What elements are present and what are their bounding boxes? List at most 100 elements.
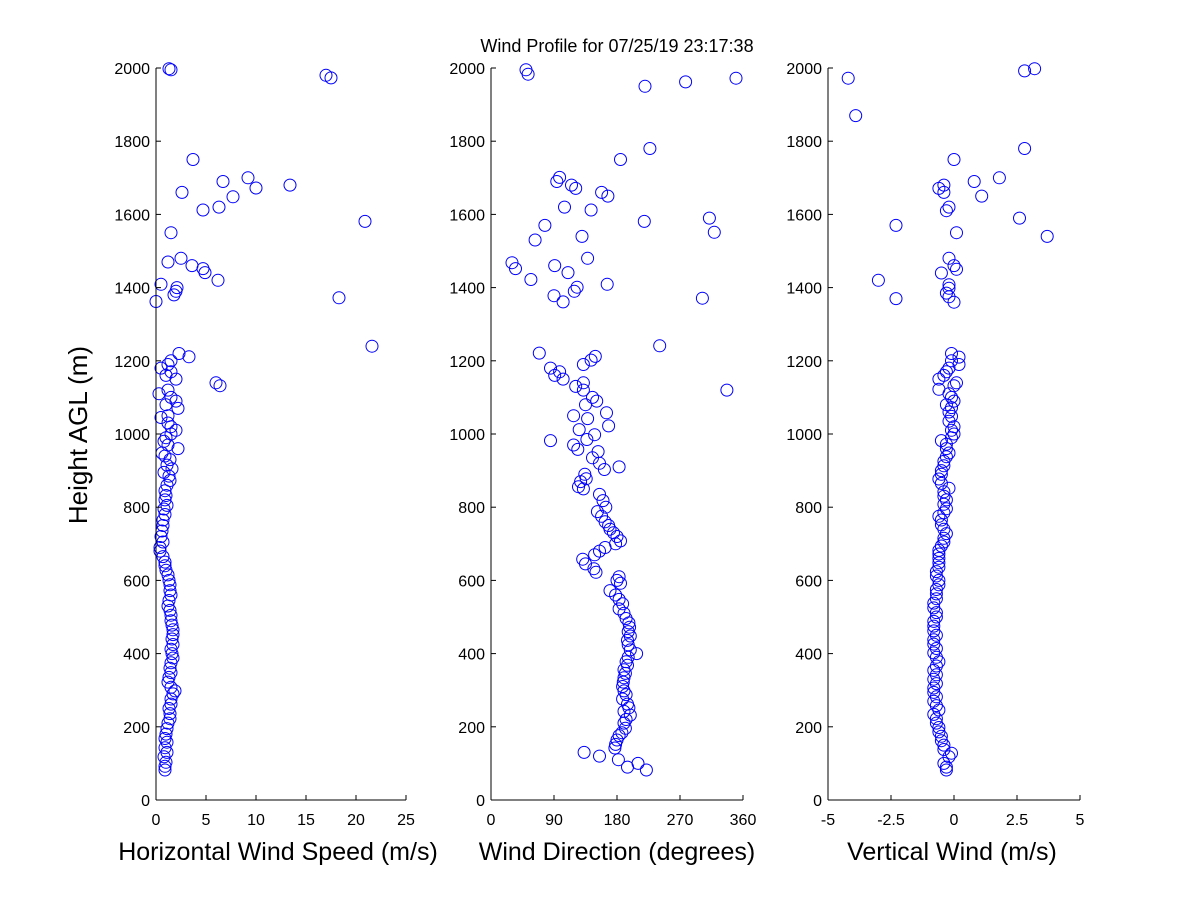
vertical-point-115 bbox=[927, 707, 941, 721]
direction-point-90 bbox=[614, 576, 627, 590]
vertical-xtick-label-1: -2.5 bbox=[877, 812, 905, 829]
direction-point-12 bbox=[601, 189, 615, 203]
speed-point-76 bbox=[156, 550, 170, 564]
speed-point-14 bbox=[164, 226, 178, 240]
vertical-point-98 bbox=[927, 633, 941, 647]
direction-ytick-label-200: 200 bbox=[458, 720, 485, 737]
vertical-point-9 bbox=[932, 181, 946, 195]
vertical-point-27 bbox=[889, 292, 903, 306]
speed-point-68 bbox=[158, 508, 172, 521]
vertical-point-1 bbox=[1018, 64, 1032, 78]
direction-point-97 bbox=[619, 612, 633, 625]
direction-point-23 bbox=[548, 259, 562, 273]
speed-point-115 bbox=[160, 735, 174, 749]
speed-point-41 bbox=[169, 394, 183, 408]
direction-point-26 bbox=[524, 273, 538, 286]
direction-point-36 bbox=[584, 353, 598, 367]
direction-point-86 bbox=[587, 562, 601, 576]
vertical-point-128 bbox=[939, 763, 953, 777]
vertical-point-51 bbox=[945, 431, 958, 445]
vertical-point-13 bbox=[939, 204, 953, 218]
speed-point-40 bbox=[164, 390, 178, 404]
speed-xtick-label-5: 25 bbox=[397, 812, 415, 829]
speed-point-0 bbox=[162, 62, 176, 76]
vertical-point-126 bbox=[937, 756, 951, 770]
direction-point-122 bbox=[617, 716, 631, 730]
vertical-point-87 bbox=[929, 583, 943, 596]
vertical-point-49 bbox=[945, 423, 958, 437]
direction-point-44 bbox=[576, 383, 590, 397]
direction-point-54 bbox=[588, 428, 602, 442]
speed-point-113 bbox=[159, 727, 173, 741]
vertical-point-35 bbox=[937, 368, 951, 382]
direction-point-134 bbox=[639, 763, 653, 777]
direction-xtick-label-1: 90 bbox=[545, 812, 563, 829]
panel-vertical-wind: 0 200 400 600 800 1000 1200 1400 1600 1800 2000 -5 -… bbox=[786, 61, 1084, 866]
direction-ytick-label-1000: 1000 bbox=[449, 427, 485, 444]
vertical-ytick-label-1200: 1200 bbox=[786, 354, 822, 371]
vertical-point-70 bbox=[932, 509, 946, 523]
speed-point-77 bbox=[158, 555, 172, 569]
vertical-point-79 bbox=[932, 547, 946, 561]
speed-point-106 bbox=[164, 692, 178, 706]
speed-xtick-label-4: 20 bbox=[347, 812, 365, 829]
direction-point-10 bbox=[569, 181, 583, 195]
vertical-point-18 bbox=[942, 251, 956, 265]
speed-ytick-label-200: 200 bbox=[123, 720, 150, 737]
direction-point-124 bbox=[615, 726, 629, 740]
speed-point-92 bbox=[166, 628, 180, 642]
speed-ytick-label-800: 800 bbox=[123, 500, 150, 517]
vertical-point-59 bbox=[934, 464, 948, 478]
direction-point-52 bbox=[602, 419, 616, 433]
speed-ytick-label-1400: 1400 bbox=[114, 281, 150, 298]
speed-point-65 bbox=[158, 493, 172, 507]
vertical-point-123 bbox=[937, 743, 951, 756]
vertical-markers bbox=[841, 62, 1054, 777]
direction-point-82 bbox=[593, 544, 606, 558]
vertical-point-15 bbox=[889, 218, 903, 232]
vertical-point-26 bbox=[942, 290, 956, 304]
vertical-ytick-label-1400: 1400 bbox=[786, 281, 822, 298]
vertical-point-3 bbox=[849, 109, 863, 123]
speed-ytick-label-600: 600 bbox=[123, 573, 150, 590]
speed-point-70 bbox=[156, 519, 170, 532]
speed-point-1 bbox=[164, 63, 178, 77]
chart-title: Wind Profile for 07/25/19 23:17:38 bbox=[480, 36, 753, 56]
direction-point-46 bbox=[586, 390, 599, 404]
speed-point-88 bbox=[164, 608, 178, 622]
direction-point-33 bbox=[653, 339, 667, 353]
vertical-ytick-label-1600: 1600 bbox=[786, 207, 822, 224]
speed-point-90 bbox=[165, 618, 179, 632]
speed-point-83 bbox=[163, 584, 177, 598]
speed-point-5 bbox=[241, 171, 255, 185]
direction-point-18 bbox=[707, 225, 721, 239]
direction-point-11 bbox=[595, 185, 609, 199]
direction-point-7 bbox=[553, 170, 567, 184]
direction-point-45 bbox=[720, 383, 734, 397]
speed-point-108 bbox=[162, 702, 176, 715]
direction-point-133 bbox=[621, 760, 634, 774]
direction-point-108 bbox=[621, 658, 634, 672]
speed-ytick-label-1800: 1800 bbox=[114, 134, 150, 151]
speed-point-95 bbox=[164, 642, 178, 656]
vertical-point-34 bbox=[939, 365, 953, 379]
direction-point-58 bbox=[571, 442, 585, 456]
vertical-xtick-label-2: 0 bbox=[950, 812, 959, 829]
speed-xtick-label-1: 5 bbox=[202, 812, 211, 829]
direction-markers bbox=[505, 63, 743, 777]
direction-point-101 bbox=[623, 629, 637, 643]
vertical-ytick-label-1800: 1800 bbox=[786, 134, 822, 151]
speed-point-37 bbox=[213, 379, 227, 393]
speed-point-15 bbox=[161, 255, 175, 269]
vertical-point-118 bbox=[932, 721, 946, 734]
speed-xtick-label-0: 0 bbox=[152, 812, 161, 829]
vertical-point-65 bbox=[937, 489, 951, 503]
direction-point-32 bbox=[556, 295, 570, 309]
vertical-point-11 bbox=[975, 189, 989, 203]
direction-ytick-label-1800: 1800 bbox=[449, 134, 485, 151]
vertical-point-4 bbox=[1018, 142, 1032, 155]
panel-wind-direction: 0 200 400 600 800 1000 1200 1400 1600 1800 2000 0 90… bbox=[449, 61, 756, 866]
vertical-point-32 bbox=[952, 358, 966, 371]
speed-point-109 bbox=[163, 707, 177, 721]
